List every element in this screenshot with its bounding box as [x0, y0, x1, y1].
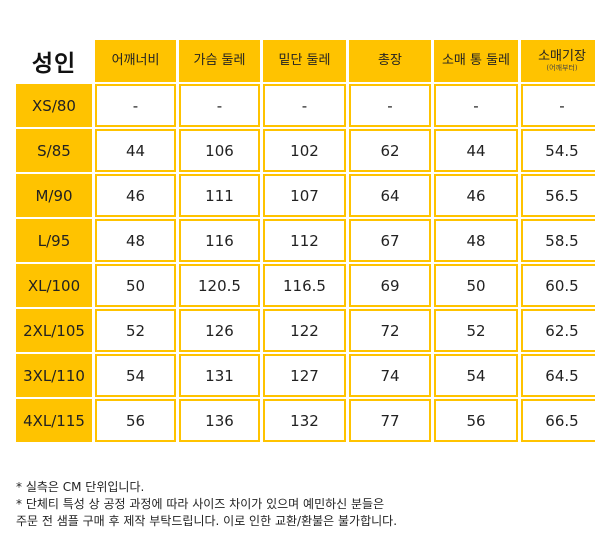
header-sleeve-length: 소매기장 (어깨부터)	[521, 40, 595, 82]
table-cell: 127	[263, 354, 346, 397]
header-sublabel: (어깨부터)	[546, 63, 578, 72]
table-cell: 60.5	[521, 264, 595, 307]
table-cell: -	[179, 84, 260, 127]
table-cell: 66.5	[521, 399, 595, 442]
table-cell: -	[521, 84, 595, 127]
corner-cell	[16, 40, 92, 82]
table-cell: 62	[349, 129, 431, 172]
table-cell: 136	[179, 399, 260, 442]
note-line: * 실측은 CM 단위입니다.	[16, 480, 145, 494]
header-length: 총장	[349, 40, 431, 82]
table-cell: 111	[179, 174, 260, 217]
table-cell: 122	[263, 309, 346, 352]
table-cell: -	[263, 84, 346, 127]
table-cell: 56	[434, 399, 518, 442]
table-cell: 44	[434, 129, 518, 172]
table-cell: 77	[349, 399, 431, 442]
table-cell: 52	[95, 309, 176, 352]
table-cell: 58.5	[521, 219, 595, 262]
table-cell: 132	[263, 399, 346, 442]
note-line: 주문 전 샘플 구매 후 제작 부탁드립니다. 이로 인한 교환/환불은 불가합…	[16, 514, 398, 528]
header-label: 총장	[378, 52, 402, 68]
table-cell: 107	[263, 174, 346, 217]
table-cell: 48	[434, 219, 518, 262]
notes: * 실측은 CM 단위입니다. * 단체티 특성 상 공정 과정에 따라 사이즈…	[16, 479, 586, 530]
size-table: 어깨너비 가슴 둘레 밑단 둘레 총장 소매 통 둘레 소매기장 (어깨부터) …	[16, 40, 595, 442]
size-label-cell: XS/80	[16, 84, 92, 127]
table-cell: 50	[95, 264, 176, 307]
header-label: 소매 통 둘레	[441, 52, 511, 68]
table-cell: 67	[349, 219, 431, 262]
header-label: 가슴 둘레	[193, 52, 246, 68]
table-cell: 44	[95, 129, 176, 172]
header-sleeve-width: 소매 통 둘레	[434, 40, 518, 82]
header-label: 소매기장	[538, 48, 586, 64]
table-cell: 56.5	[521, 174, 595, 217]
table-cell: 54	[95, 354, 176, 397]
table-cell: 46	[434, 174, 518, 217]
header-hem: 밑단 둘레	[263, 40, 346, 82]
header-label: 밑단 둘레	[278, 52, 331, 68]
size-label-cell: 4XL/115	[16, 399, 92, 442]
size-label-cell: XL/100	[16, 264, 92, 307]
table-cell: 72	[349, 309, 431, 352]
table-cell: 64	[349, 174, 431, 217]
size-label-cell: L/95	[16, 219, 92, 262]
table-title: 성인	[31, 51, 77, 77]
table-cell: 54	[434, 354, 518, 397]
table-cell: 64.5	[521, 354, 595, 397]
table-cell: 50	[434, 264, 518, 307]
table-cell: 116	[179, 219, 260, 262]
table-cell: -	[434, 84, 518, 127]
table-cell: 48	[95, 219, 176, 262]
table-cell: 62.5	[521, 309, 595, 352]
size-label-cell: 2XL/105	[16, 309, 92, 352]
table-cell: 126	[179, 309, 260, 352]
header-chest: 가슴 둘레	[179, 40, 260, 82]
size-label-cell: 3XL/110	[16, 354, 92, 397]
table-cell: 56	[95, 399, 176, 442]
size-label-cell: S/85	[16, 129, 92, 172]
table-cell: 106	[179, 129, 260, 172]
table-cell: 54.5	[521, 129, 595, 172]
table-cell: 46	[95, 174, 176, 217]
table-cell: 74	[349, 354, 431, 397]
size-label-cell: M/90	[16, 174, 92, 217]
table-cell: 52	[434, 309, 518, 352]
header-label: 어깨너비	[111, 52, 160, 68]
table-cell: 102	[263, 129, 346, 172]
table-cell: 131	[179, 354, 260, 397]
table-cell: 116.5	[263, 264, 346, 307]
table-cell: -	[349, 84, 431, 127]
header-shoulder: 어깨너비	[95, 40, 176, 82]
table-cell: -	[95, 84, 176, 127]
table-cell: 112	[263, 219, 346, 262]
table-cell: 69	[349, 264, 431, 307]
note-line: * 단체티 특성 상 공정 과정에 따라 사이즈 차이가 있으며 예민하신 분들…	[16, 497, 385, 511]
table-cell: 120.5	[179, 264, 260, 307]
